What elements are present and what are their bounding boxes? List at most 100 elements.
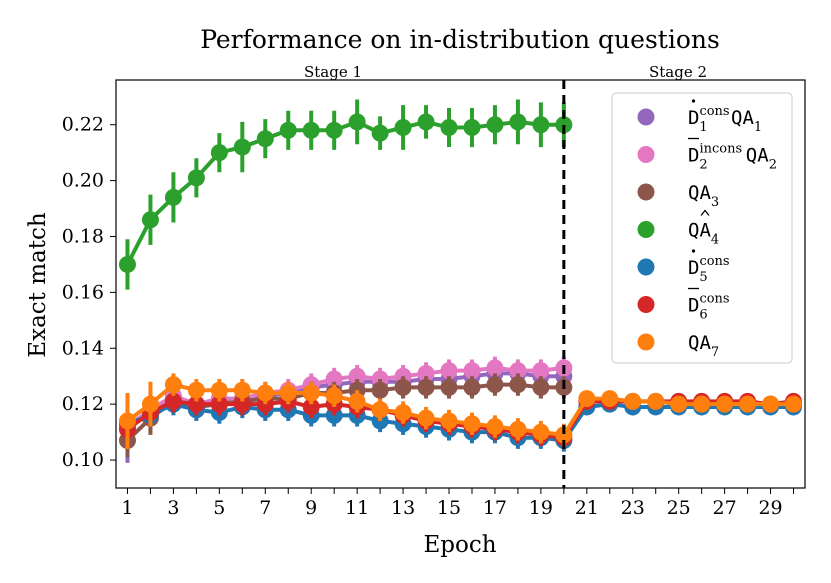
legend-accent-dot	[691, 249, 696, 253]
series-QA4hat	[118, 99, 573, 290]
x-tick-label: 13	[391, 497, 415, 519]
data-point	[463, 119, 481, 137]
data-point	[302, 121, 320, 139]
data-point	[210, 395, 228, 413]
legend-marker	[637, 258, 655, 276]
data-point	[302, 384, 320, 402]
plot-series	[118, 99, 803, 463]
stage-2-label: Stage 2	[649, 63, 707, 81]
x-tick-label: 15	[437, 497, 461, 519]
data-point	[463, 415, 481, 433]
data-point	[164, 376, 182, 394]
data-point	[348, 367, 366, 385]
data-point	[417, 113, 435, 131]
data-point	[486, 418, 504, 436]
legend-label: Dincons 2 QA2	[688, 142, 777, 173]
data-point	[325, 121, 343, 139]
data-point	[555, 426, 573, 444]
data-point	[141, 211, 159, 229]
data-point	[440, 362, 458, 380]
x-tick-label: 27	[713, 497, 737, 519]
x-tick-label: 11	[345, 497, 369, 519]
data-point	[325, 370, 343, 388]
x-tick-label: 7	[259, 497, 271, 519]
data-point	[118, 255, 136, 273]
data-point	[233, 381, 251, 399]
y-tick-label: 0.16	[62, 281, 104, 303]
data-point	[785, 395, 803, 413]
legend-marker	[637, 333, 655, 351]
data-point	[279, 121, 297, 139]
data-point	[739, 395, 757, 413]
data-point	[233, 395, 251, 413]
data-point	[555, 116, 573, 134]
data-point	[440, 412, 458, 430]
data-point	[647, 392, 665, 410]
data-point	[187, 381, 205, 399]
data-point	[325, 387, 343, 405]
data-point	[601, 390, 619, 408]
legend-marker	[637, 108, 655, 126]
data-point	[394, 404, 412, 422]
legend-label: Dcons 5	[688, 254, 730, 285]
legend-label: QA3	[688, 182, 719, 210]
data-point	[417, 364, 435, 382]
data-point	[532, 423, 550, 441]
data-point	[486, 116, 504, 134]
data-point	[486, 376, 504, 394]
x-axis-label: Epoch	[423, 532, 496, 558]
data-point	[164, 392, 182, 410]
stage-1-label: Stage 1	[304, 63, 362, 81]
legend-label: Dcons 1 QA1	[688, 104, 762, 135]
legend-accent-hat	[700, 209, 710, 216]
legend-marker	[637, 296, 655, 313]
legend-label: Dcons 6	[688, 292, 730, 323]
legend-marker	[637, 183, 655, 201]
x-tick-label: 3	[167, 497, 179, 519]
chart-title: Performance on in-distribution questions	[200, 25, 720, 54]
data-point	[417, 409, 435, 427]
x-tick-label: 19	[529, 497, 553, 519]
x-tick-label: 29	[758, 497, 782, 519]
x-tick-label: 9	[305, 497, 317, 519]
data-point	[371, 401, 389, 419]
data-point	[509, 362, 527, 380]
data-point	[463, 378, 481, 396]
data-point	[509, 420, 527, 438]
x-tick-label: 1	[121, 497, 133, 519]
legend-accent-dot	[691, 99, 696, 103]
y-axis-label: Exact match	[25, 212, 51, 358]
data-point	[187, 169, 205, 187]
data-point	[210, 381, 228, 399]
data-point	[762, 395, 780, 413]
x-tick-label: 5	[213, 497, 225, 519]
data-point	[440, 378, 458, 396]
x-tick-label: 25	[667, 497, 691, 519]
legend: Dcons 1 QA1 Dincons 2 QA2 QA3 QA4 Dcons 5 Dcons 6 QA…	[611, 92, 793, 364]
y-tick-label: 0.20	[62, 170, 104, 192]
data-point	[394, 119, 412, 137]
y-tick-label: 0.14	[62, 337, 104, 359]
data-point	[417, 378, 435, 396]
data-point	[348, 392, 366, 410]
data-point	[141, 395, 159, 413]
data-point	[532, 116, 550, 134]
series-QA7	[118, 373, 803, 449]
data-point	[256, 130, 274, 148]
y-tick-label: 0.12	[62, 393, 104, 415]
data-point	[210, 144, 228, 162]
data-point	[578, 390, 596, 408]
data-point	[716, 395, 734, 413]
data-point	[440, 119, 458, 137]
data-point	[371, 124, 389, 142]
y-tick-label: 0.10	[62, 449, 104, 471]
data-point	[279, 384, 297, 402]
data-point	[233, 138, 251, 156]
data-point	[463, 362, 481, 380]
y-tick-label: 0.22	[62, 114, 104, 136]
data-point	[371, 381, 389, 399]
data-point	[624, 392, 642, 410]
y-tick-label: 0.18	[62, 225, 104, 247]
data-point	[532, 378, 550, 396]
